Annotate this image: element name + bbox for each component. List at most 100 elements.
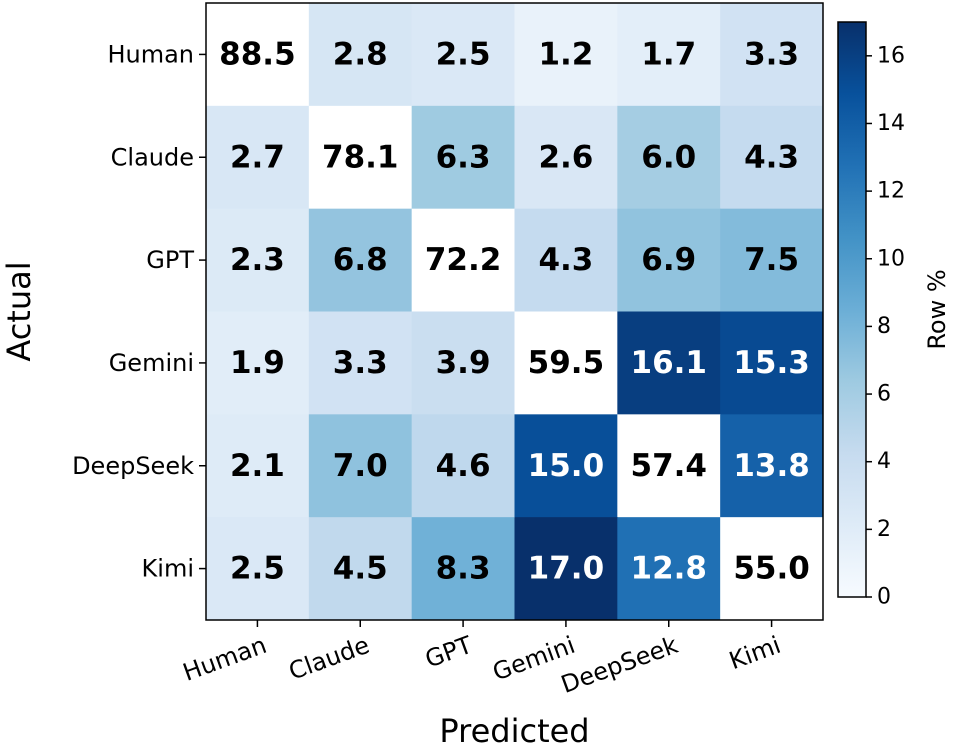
colorbar — [837, 21, 867, 598]
x-tick-label-gpt: GPT — [421, 631, 476, 674]
heatmap-cell-1-4 — [617, 105, 721, 210]
y-tick-label-deepseek: DeepSeek — [72, 452, 194, 480]
x-tick-label-claude: Claude — [285, 631, 373, 686]
heatmap-cell-5-1 — [308, 517, 413, 621]
heatmap-cell-1-0 — [206, 105, 310, 210]
cell-value-0-5: 3.3 — [744, 36, 799, 72]
cell-value-5-1: 4.5 — [333, 551, 388, 587]
cell-value-3-2: 3.9 — [436, 345, 491, 381]
heatmap-cell-0-4 — [617, 3, 721, 107]
cell-value-0-4: 1.7 — [641, 36, 696, 72]
x-axis-label: Predicted — [439, 712, 589, 750]
cell-value-2-5: 7.5 — [744, 242, 799, 278]
cell-value-5-3: 17.0 — [528, 551, 605, 587]
cell-value-5-4: 12.8 — [631, 551, 708, 587]
cell-value-3-0: 1.9 — [230, 345, 285, 381]
cell-value-0-1: 2.8 — [333, 36, 388, 72]
colorbar-tick-label-14: 14 — [877, 111, 905, 136]
colorbar-tick-label-2: 2 — [877, 517, 891, 542]
cell-value-5-5: 55.0 — [733, 551, 810, 587]
heatmap-cell-1-1 — [308, 105, 413, 210]
heatmap-cell-3-4 — [617, 311, 721, 415]
x-tick-label-kimi: Kimi — [726, 631, 785, 675]
cell-value-3-3: 59.5 — [528, 345, 605, 381]
cell-value-0-2: 2.5 — [436, 36, 491, 72]
cell-value-0-3: 1.2 — [538, 36, 593, 72]
heatmap-cell-2-3 — [514, 208, 618, 312]
colorbar-tick-label-8: 8 — [877, 314, 891, 339]
cell-value-3-1: 3.3 — [333, 345, 388, 381]
heatmap-cell-4-1 — [308, 414, 413, 518]
heatmap-cell-5-2 — [411, 517, 515, 621]
heatmap-cell-2-4 — [617, 208, 721, 312]
cell-value-5-0: 2.5 — [230, 551, 285, 587]
colorbar-tick-label-4: 4 — [877, 449, 891, 474]
heatmap-cell-2-5 — [720, 208, 824, 312]
heatmap-cell-2-1 — [308, 208, 413, 312]
colorbar-tick-label-16: 16 — [877, 43, 905, 68]
y-tick-label-kimi: Kimi — [142, 555, 194, 583]
colorbar-tick-label-6: 6 — [877, 382, 891, 407]
x-tick-label-human: Human — [179, 631, 270, 687]
cell-value-1-5: 4.3 — [744, 139, 799, 175]
colorbar-ticks: 0 2 4 6 8 10 12 14 16 — [866, 43, 905, 610]
cell-value-0-0: 88.5 — [219, 36, 296, 72]
heatmap-cell-3-0 — [206, 311, 310, 415]
cell-value-1-0: 2.7 — [230, 139, 285, 175]
colorbar-tick-label-10: 10 — [877, 246, 905, 271]
y-axis-label: Actual — [0, 261, 38, 361]
heatmap-cell-5-3 — [514, 517, 618, 621]
colorbar-tick-label-0: 0 — [877, 585, 891, 610]
heatmap-cell-2-0 — [206, 208, 310, 312]
heatmap-cell-3-3 — [514, 311, 618, 415]
y-tick-label-gpt: GPT — [146, 246, 194, 274]
cell-value-3-5: 15.3 — [733, 345, 810, 381]
heatmap-cell-1-2 — [411, 105, 515, 210]
heatmap-cells — [206, 3, 824, 621]
cell-value-1-3: 2.6 — [538, 139, 593, 175]
cell-value-2-1: 6.8 — [333, 242, 388, 278]
y-tick-label-claude: Claude — [111, 143, 194, 171]
heatmap-cell-4-0 — [206, 414, 310, 518]
y-tick-label-human: Human — [107, 40, 194, 68]
heatmap-cell-5-5 — [720, 517, 824, 621]
cell-value-4-2: 4.6 — [436, 448, 491, 484]
cell-value-4-0: 2.1 — [230, 448, 285, 484]
heatmap-cell-5-0 — [206, 517, 310, 621]
heatmap-cell-4-4 — [617, 414, 721, 518]
y-tick-label-gemini: Gemini — [109, 349, 194, 377]
heatmap-cell-5-4 — [617, 517, 721, 621]
heatmap-cell-1-5 — [720, 105, 824, 210]
cell-value-4-4: 57.4 — [631, 448, 708, 484]
heatmap-cell-values: 88.5 2.8 2.5 1.2 1.7 3.3 2.7 78.1 6.3 2.6 6.0 4.3 2.… — [219, 36, 810, 586]
cell-value-1-4: 6.0 — [641, 139, 696, 175]
heatmap-cell-4-3 — [514, 414, 618, 518]
cell-value-4-3: 15.0 — [528, 448, 605, 484]
heatmap-cell-0-1 — [308, 3, 413, 107]
heatmap-cell-4-2 — [411, 414, 515, 518]
heatmap-cell-0-0 — [206, 3, 310, 107]
heatmap-cell-3-5 — [720, 311, 824, 415]
colorbar-tick-label-12: 12 — [877, 179, 905, 204]
cell-value-4-1: 7.0 — [333, 448, 388, 484]
plot-frame — [205, 2, 824, 621]
heatmap-cell-3-1 — [308, 311, 413, 415]
colorbar-label: Row % — [923, 269, 951, 349]
x-tick-label-deepseek: DeepSeek — [557, 631, 681, 699]
cell-value-5-2: 8.3 — [436, 551, 491, 587]
cell-value-2-0: 2.3 — [230, 242, 285, 278]
cell-value-2-4: 6.9 — [641, 242, 696, 278]
heatmap-cell-1-3 — [514, 105, 618, 210]
y-axis-ticks: Human Claude GPT Gemini DeepSeek Kimi — [72, 40, 206, 583]
heatmap-cell-4-5 — [720, 414, 824, 518]
heatmap-cell-0-3 — [514, 3, 618, 107]
cell-value-1-2: 6.3 — [436, 139, 491, 175]
cell-value-4-5: 13.8 — [733, 448, 810, 484]
heatmap-cell-2-2 — [411, 208, 515, 312]
heatmap-cell-3-2 — [411, 311, 515, 415]
heatmap-cell-0-2 — [411, 3, 515, 107]
cell-value-3-4: 16.1 — [631, 345, 708, 381]
cell-value-1-1: 78.1 — [322, 139, 399, 175]
